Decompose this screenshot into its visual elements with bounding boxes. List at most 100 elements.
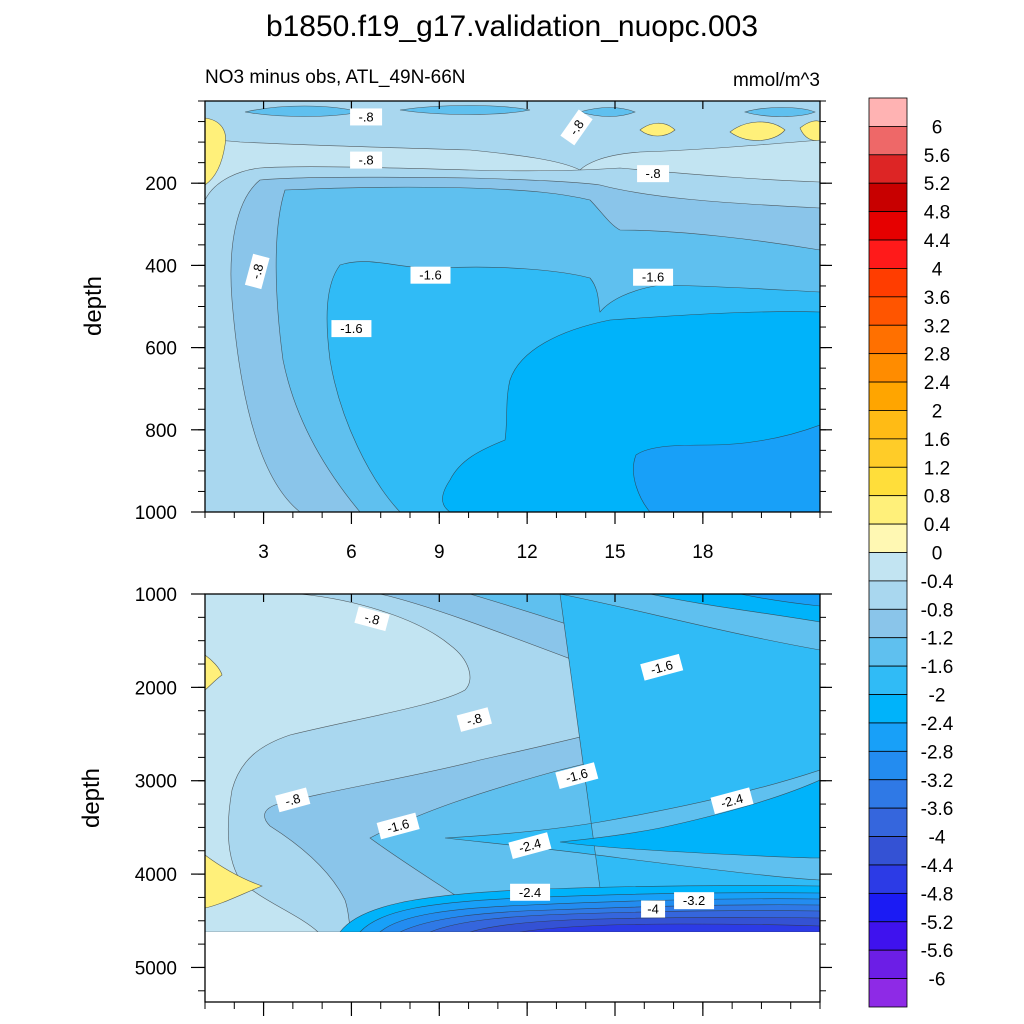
colorbar-label: 3.2 bbox=[924, 316, 950, 337]
upper-contour-label-box bbox=[350, 151, 383, 169]
lower-contour-label-text: -.8 bbox=[283, 791, 302, 809]
upper-fill-yellow-left bbox=[205, 117, 226, 186]
lower-contour-label-box bbox=[641, 900, 666, 918]
lower-fill-yellow-2 bbox=[205, 854, 263, 909]
upper-contour-label: -.8 bbox=[350, 151, 383, 169]
lower-contour-label-box bbox=[275, 787, 311, 813]
colorbar-label: -0.4 bbox=[921, 572, 954, 593]
upper-contour-label-box bbox=[633, 268, 674, 286]
upper-contour-label-text: -.8 bbox=[566, 117, 587, 138]
colorbar-swatch bbox=[868, 381, 908, 411]
upper-contour-label: -.8 bbox=[560, 109, 593, 146]
colorbar-swatch bbox=[868, 97, 908, 127]
upper-x-tick-label: 6 bbox=[346, 542, 357, 563]
lower-contour-label-text: -1.6 bbox=[649, 657, 675, 677]
upper-contour-label-text: -1.6 bbox=[642, 270, 664, 285]
lower-fill-yellow-1 bbox=[205, 654, 223, 691]
upper-contour-label-box bbox=[244, 253, 270, 290]
upper-contour-label-box bbox=[331, 320, 372, 338]
colorbar-swatch bbox=[868, 438, 908, 468]
lower-contour-label-box bbox=[508, 832, 552, 859]
colorbar-label: 2.8 bbox=[924, 345, 950, 366]
lower-y-tick-label: 5000 bbox=[135, 958, 177, 979]
colorbar-label: -3.2 bbox=[921, 771, 954, 792]
colorbar-label: 5.6 bbox=[924, 146, 950, 167]
colorbar-swatch bbox=[868, 978, 908, 1008]
colorbar-swatch bbox=[868, 779, 908, 809]
upper-fill-yellow-right bbox=[729, 121, 786, 141]
colorbar-swatch bbox=[868, 665, 908, 695]
lower-fill-empty bbox=[205, 932, 820, 1002]
colorbar-label: 1.2 bbox=[924, 458, 950, 479]
colorbar: 6 5.6 5.2 4.8 4.4 4 3.6 3.2 2.8 2.4 2 1.6 1.2 0.8 0.4 0… bbox=[868, 97, 954, 1008]
upper-fill-top-lens-3 bbox=[578, 107, 636, 117]
colorbar-label: -1.2 bbox=[921, 629, 954, 650]
colorbar-label: -2.8 bbox=[921, 742, 954, 763]
colorbar-label: -4.4 bbox=[921, 856, 954, 877]
lower-contour-label: -4 bbox=[641, 900, 666, 918]
colorbar-label: -3.6 bbox=[921, 799, 954, 820]
lower-y-tick-label: 4000 bbox=[135, 865, 177, 886]
upper-contour-label-box bbox=[560, 109, 593, 146]
colorbar-swatch bbox=[868, 239, 908, 269]
colorbar-swatch bbox=[868, 211, 908, 241]
upper-contour-label-box bbox=[410, 266, 451, 284]
colorbar-swatch bbox=[868, 694, 908, 724]
upper-fill-band-6 bbox=[633, 424, 820, 512]
colorbar-label: 4.4 bbox=[924, 231, 951, 252]
upper-fill-top-lens-4 bbox=[743, 107, 816, 117]
lower-contour-label-text: -.8 bbox=[363, 610, 382, 628]
colorbar-label: -2.4 bbox=[921, 714, 954, 735]
lower-contour-label-box bbox=[456, 707, 492, 732]
upper-contour-label-text: -1.6 bbox=[419, 268, 441, 283]
colorbar-swatch bbox=[868, 836, 908, 866]
upper-contour-label-box bbox=[350, 108, 383, 126]
lower-contour-label-text: -2.4 bbox=[517, 835, 543, 855]
lower-contour-label-text: -1.6 bbox=[564, 765, 590, 785]
colorbar-swatch bbox=[868, 722, 908, 752]
colorbar-label: 0 bbox=[932, 544, 943, 565]
colorbar-swatch bbox=[868, 126, 908, 156]
lower-contour-label: -1.6 bbox=[640, 653, 684, 681]
lower-contour-label-text: -4 bbox=[647, 902, 659, 917]
colorbar-label: -5.2 bbox=[921, 913, 954, 934]
upper-contour-label: -.8 bbox=[350, 108, 383, 126]
lower-contour-label-text: -3.2 bbox=[683, 893, 705, 908]
lower-contour-label: -2.4 bbox=[510, 883, 551, 901]
lower-contour-label-text: -2.4 bbox=[719, 791, 745, 811]
lower-contour-label: -.8 bbox=[456, 707, 492, 732]
colorbar-label: -0.8 bbox=[921, 600, 954, 621]
lower-contour-label-box bbox=[674, 892, 715, 910]
colorbar-label: 6 bbox=[932, 117, 943, 138]
upper-fill-yellow-edge bbox=[799, 120, 820, 141]
colorbar-swatch bbox=[868, 495, 908, 525]
colorbar-swatch bbox=[868, 296, 908, 326]
colorbar-swatch bbox=[868, 353, 908, 383]
colorbar-swatch bbox=[868, 154, 908, 184]
upper-subtitle-left: NO3 minus obs, ATL_49N-66N bbox=[205, 67, 466, 88]
lower-contour-label: -2.4 bbox=[508, 832, 552, 859]
lower-contour-label: -.8 bbox=[275, 787, 311, 813]
figure-title: b1850.f19_g17.validation_nuopc.003 bbox=[266, 10, 758, 43]
lower-contour-label: -2.4 bbox=[710, 787, 754, 815]
colorbar-swatch bbox=[868, 608, 908, 639]
colorbar-swatch bbox=[868, 921, 908, 951]
colorbar-label: -5.6 bbox=[921, 941, 954, 962]
upper-y-axis-label: depth bbox=[80, 276, 107, 336]
colorbar-label: 3.6 bbox=[924, 288, 950, 309]
colorbar-swatch bbox=[868, 410, 908, 440]
upper-x-tick-label: 12 bbox=[517, 542, 538, 563]
colorbar-swatch bbox=[868, 552, 908, 582]
lower-contour-label: -1.6 bbox=[376, 812, 420, 840]
upper-y-tick-label: 400 bbox=[145, 256, 177, 277]
colorbar-swatch bbox=[868, 182, 908, 213]
lower-panel: 1000 2000 3000 4000 5000 -.8 -1.6 -.8 -1.6 -.8 -2.… bbox=[135, 585, 832, 1016]
colorbar-swatch bbox=[868, 466, 908, 497]
colorbar-label: -6 bbox=[929, 970, 946, 991]
colorbar-label: 0.8 bbox=[924, 487, 950, 508]
upper-fill-top-lens-2 bbox=[399, 105, 531, 115]
lower-contour-label-box bbox=[510, 883, 551, 901]
lower-y-tick-label: 2000 bbox=[135, 678, 177, 699]
colorbar-label: 2.4 bbox=[924, 373, 951, 394]
upper-fill-yellow-mid bbox=[639, 122, 676, 137]
